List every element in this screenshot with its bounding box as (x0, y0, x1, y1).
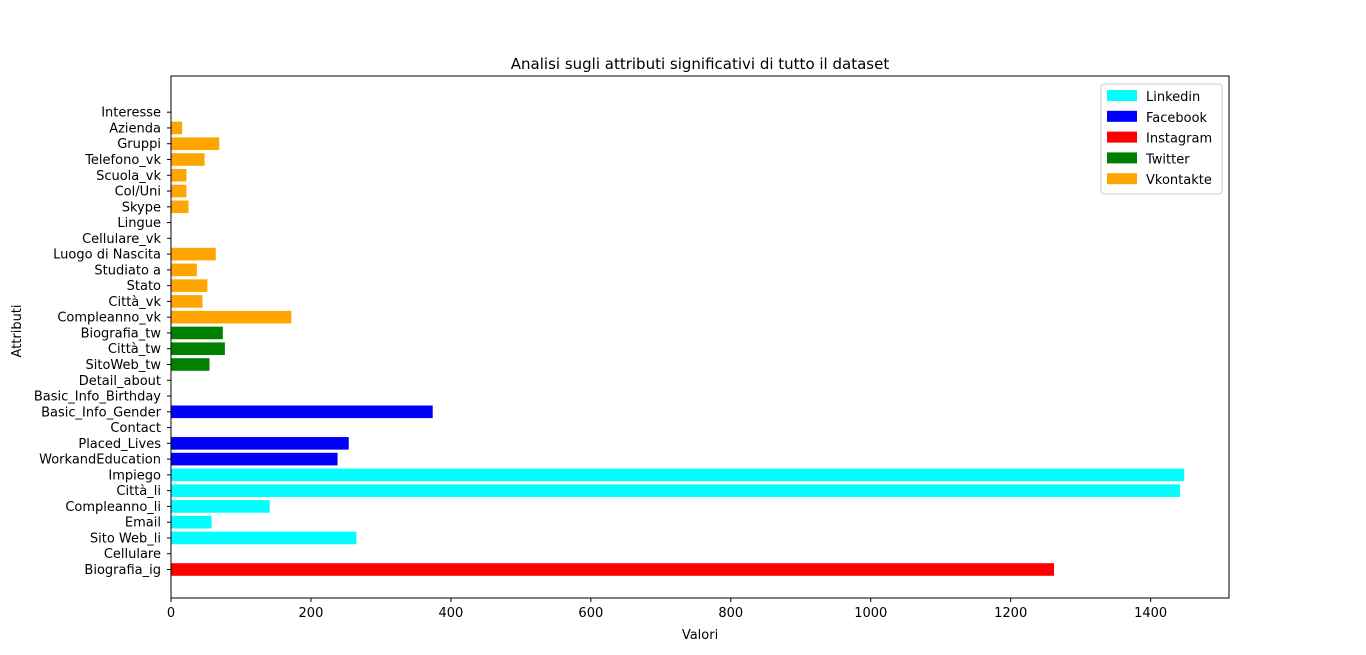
y-tick-label: SitoWeb_tw (86, 358, 162, 373)
bar-17 (171, 295, 203, 308)
bar-23 (171, 200, 189, 214)
y-tick-label: Cellulare (104, 547, 161, 562)
y-tick-label: Studiato a (94, 263, 161, 278)
x-tick-label: 1400 (1134, 606, 1167, 621)
bar-25 (171, 168, 187, 182)
bar-3 (171, 515, 212, 529)
bar-5 (171, 484, 1181, 497)
y-tick-label: Compleanno_vk (57, 311, 161, 326)
legend-swatch (1107, 173, 1137, 185)
x-tick-label: 800 (718, 606, 743, 621)
y-tick-label: Sito Web_li (90, 531, 161, 546)
y-tick-label: Città_vk (108, 295, 161, 310)
legend-label: Facebook (1146, 111, 1208, 126)
y-tick-label: Biografia_ig (84, 563, 161, 578)
bar-10 (171, 405, 433, 419)
y-tick-label: Interesse (101, 106, 161, 121)
y-tick-label: Stato (127, 279, 161, 294)
x-tick-label: 200 (299, 606, 324, 621)
legend-label: Twitter (1145, 152, 1190, 167)
y-tick-label: Biografia_tw (81, 326, 162, 341)
legend: Linkedin Facebook Instagram Twitter Vkontakt… (1100, 83, 1223, 195)
legend-label: Linkedin (1146, 90, 1200, 105)
y-tick-label: Città_li (116, 484, 161, 499)
y-tick-label: Col/Uni (115, 185, 161, 200)
bar-6 (171, 468, 1185, 482)
y-axis-label: Attributi (10, 304, 25, 357)
bar-24 (171, 184, 187, 198)
y-tick-label: Impiego (108, 468, 161, 483)
legend-label: Instagram (1146, 132, 1212, 147)
bar-26 (171, 153, 205, 166)
bar-18 (171, 279, 208, 292)
plot-frame (170, 75, 1230, 599)
x-tick-label: 0 (167, 606, 175, 621)
legend-swatch (1107, 131, 1137, 143)
y-tick-label: Email (125, 516, 161, 531)
x-tick-label: 600 (578, 606, 603, 621)
y-tick-label: Telefono_vk (84, 153, 161, 168)
bar-14 (171, 342, 225, 356)
y-tick-label: WorkandEducation (39, 453, 161, 468)
bar-16 (171, 310, 292, 324)
x-axis-label: Valori (682, 628, 718, 643)
bar-28 (171, 121, 183, 135)
bar-13 (171, 358, 210, 371)
y-tick-label: Cellulare_vk (82, 232, 161, 247)
y-tick-label: Gruppi (117, 137, 161, 152)
bar-4 (171, 500, 270, 513)
y-tick-label: Skype (122, 200, 161, 215)
chart-title: Analisi sugli attributi significativi di… (511, 55, 890, 73)
bar-8 (171, 437, 349, 450)
y-tick-label: Detail_about (79, 374, 161, 389)
legend-swatch (1107, 152, 1137, 164)
bar-2 (171, 531, 357, 545)
y-tick-label: Compleanno_li (65, 500, 161, 515)
legend-label: Vkontakte (1146, 173, 1212, 188)
y-tick-label: Contact (110, 421, 161, 436)
bar-7 (171, 452, 338, 466)
x-tick-label: 400 (438, 606, 463, 621)
y-tick-label: Basic_Info_Birthday (34, 390, 161, 405)
y-tick-label: Lingue (117, 216, 161, 231)
y-tick-label: Placed_Lives (78, 437, 161, 452)
bar-20 (171, 247, 216, 261)
legend-swatch (1107, 110, 1137, 122)
y-tick-label: Città_tw (108, 342, 161, 357)
y-tick-label: Luogo di Nascita (53, 248, 161, 263)
x-tick-label: 1000 (854, 606, 887, 621)
y-tick-label: Basic_Info_Gender (41, 405, 162, 420)
bar-0 (171, 563, 1055, 576)
bar-15 (171, 326, 223, 340)
y-tick-label: Scuola_vk (96, 169, 161, 184)
bars-layer (171, 121, 1185, 576)
bar-27 (171, 137, 220, 151)
x-ticks: 0 200 400 600 800 1000 1200 1400 (167, 598, 1167, 621)
y-tick-label: Azienda (109, 121, 161, 136)
legend-swatch (1107, 90, 1137, 101)
bar-19 (171, 263, 197, 277)
x-tick-label: 1200 (994, 606, 1027, 621)
